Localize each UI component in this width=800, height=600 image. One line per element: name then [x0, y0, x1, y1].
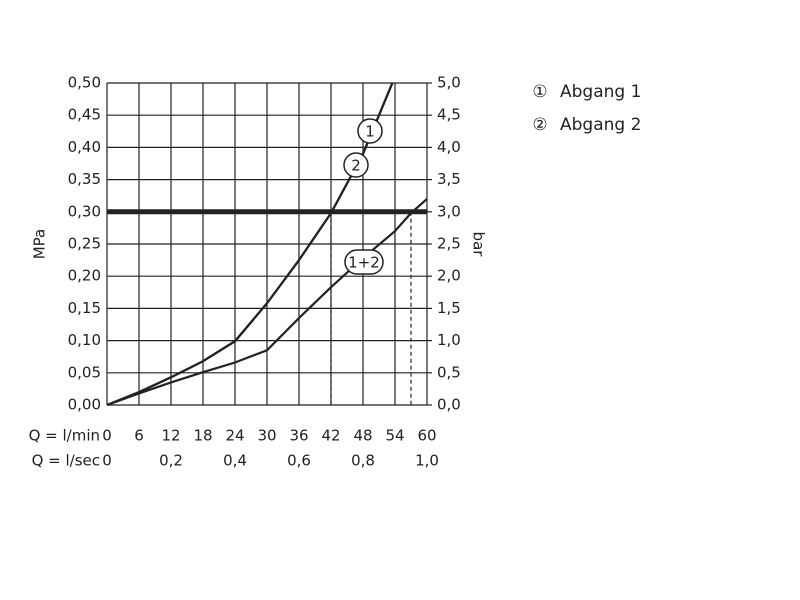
x-tick-label: 24 [225, 427, 244, 445]
y-tick-label: 0,25 [68, 235, 101, 253]
y2-tick-label: 0,0 [437, 396, 461, 414]
x-row-label: Q = l/sec [32, 452, 100, 470]
curve-label-bubble [357, 118, 383, 144]
x-tick-label: 18 [193, 427, 212, 445]
y-tick-label: 0,30 [68, 202, 101, 220]
curve-label-bubble [344, 249, 384, 275]
y-tick-label: 0,05 [68, 363, 101, 381]
line-series [106, 82, 394, 407]
curve-label-bubble [343, 152, 369, 178]
x-tick-label: 0 [102, 427, 112, 445]
y-tick-label: 0,00 [68, 396, 101, 414]
x-tick-label: 12 [161, 427, 180, 445]
y2-tick-label: 1,5 [437, 299, 461, 317]
y-tick-label: 0,10 [68, 331, 101, 349]
legend-symbol: ② [532, 115, 547, 135]
x-tick-label: 6 [134, 427, 144, 445]
x-tick-label: 54 [385, 427, 404, 445]
y2-tick-label: 4,5 [437, 106, 461, 124]
x2-tick-label: 0,2 [159, 452, 183, 470]
y2-tick-label: 5,0 [437, 74, 461, 92]
legend-symbol: ① [532, 82, 547, 102]
y-axis-label: MPa [31, 229, 49, 260]
x-tick-label: 36 [289, 427, 308, 445]
curve-label: 1+2 [348, 254, 380, 272]
x2-tick-label: 1,0 [415, 452, 439, 470]
x2-tick-label: 0 [102, 452, 112, 470]
x-tick-label: 42 [321, 427, 340, 445]
y2-tick-label: 1,0 [437, 331, 461, 349]
curve-label: 1 [365, 123, 375, 141]
y-tick-label: 0,15 [68, 299, 101, 317]
x-tick-label: 30 [257, 427, 276, 445]
x-tick-label: 48 [353, 427, 372, 445]
y2-tick-label: 2,5 [437, 235, 461, 253]
y-tick-label: 0,40 [68, 138, 101, 156]
legend-label: Abgang 2 [560, 115, 641, 135]
y-tick-label: 0,45 [68, 106, 101, 124]
y-tick-label: 0,20 [68, 267, 101, 285]
y2-tick-label: 0,5 [437, 363, 461, 381]
y2-tick-label: 3,0 [437, 202, 461, 220]
y-tick-label: 0,50 [68, 74, 101, 92]
y2-tick-label: 3,5 [437, 170, 461, 188]
y2-tick-label: 2,0 [437, 267, 461, 285]
line-series [106, 198, 428, 407]
x2-tick-label: 0,8 [351, 452, 375, 470]
y2-axis-label: bar [470, 232, 488, 258]
y2-tick-label: 4,0 [437, 138, 461, 156]
x-tick-label: 60 [417, 427, 436, 445]
x2-tick-label: 0,4 [223, 452, 247, 470]
x-row-label: Q = l/min [29, 427, 100, 445]
curve-label: 2 [351, 157, 361, 175]
x2-tick-label: 0,6 [287, 452, 311, 470]
legend-label: Abgang 1 [560, 82, 641, 102]
y-tick-label: 0,35 [68, 170, 101, 188]
